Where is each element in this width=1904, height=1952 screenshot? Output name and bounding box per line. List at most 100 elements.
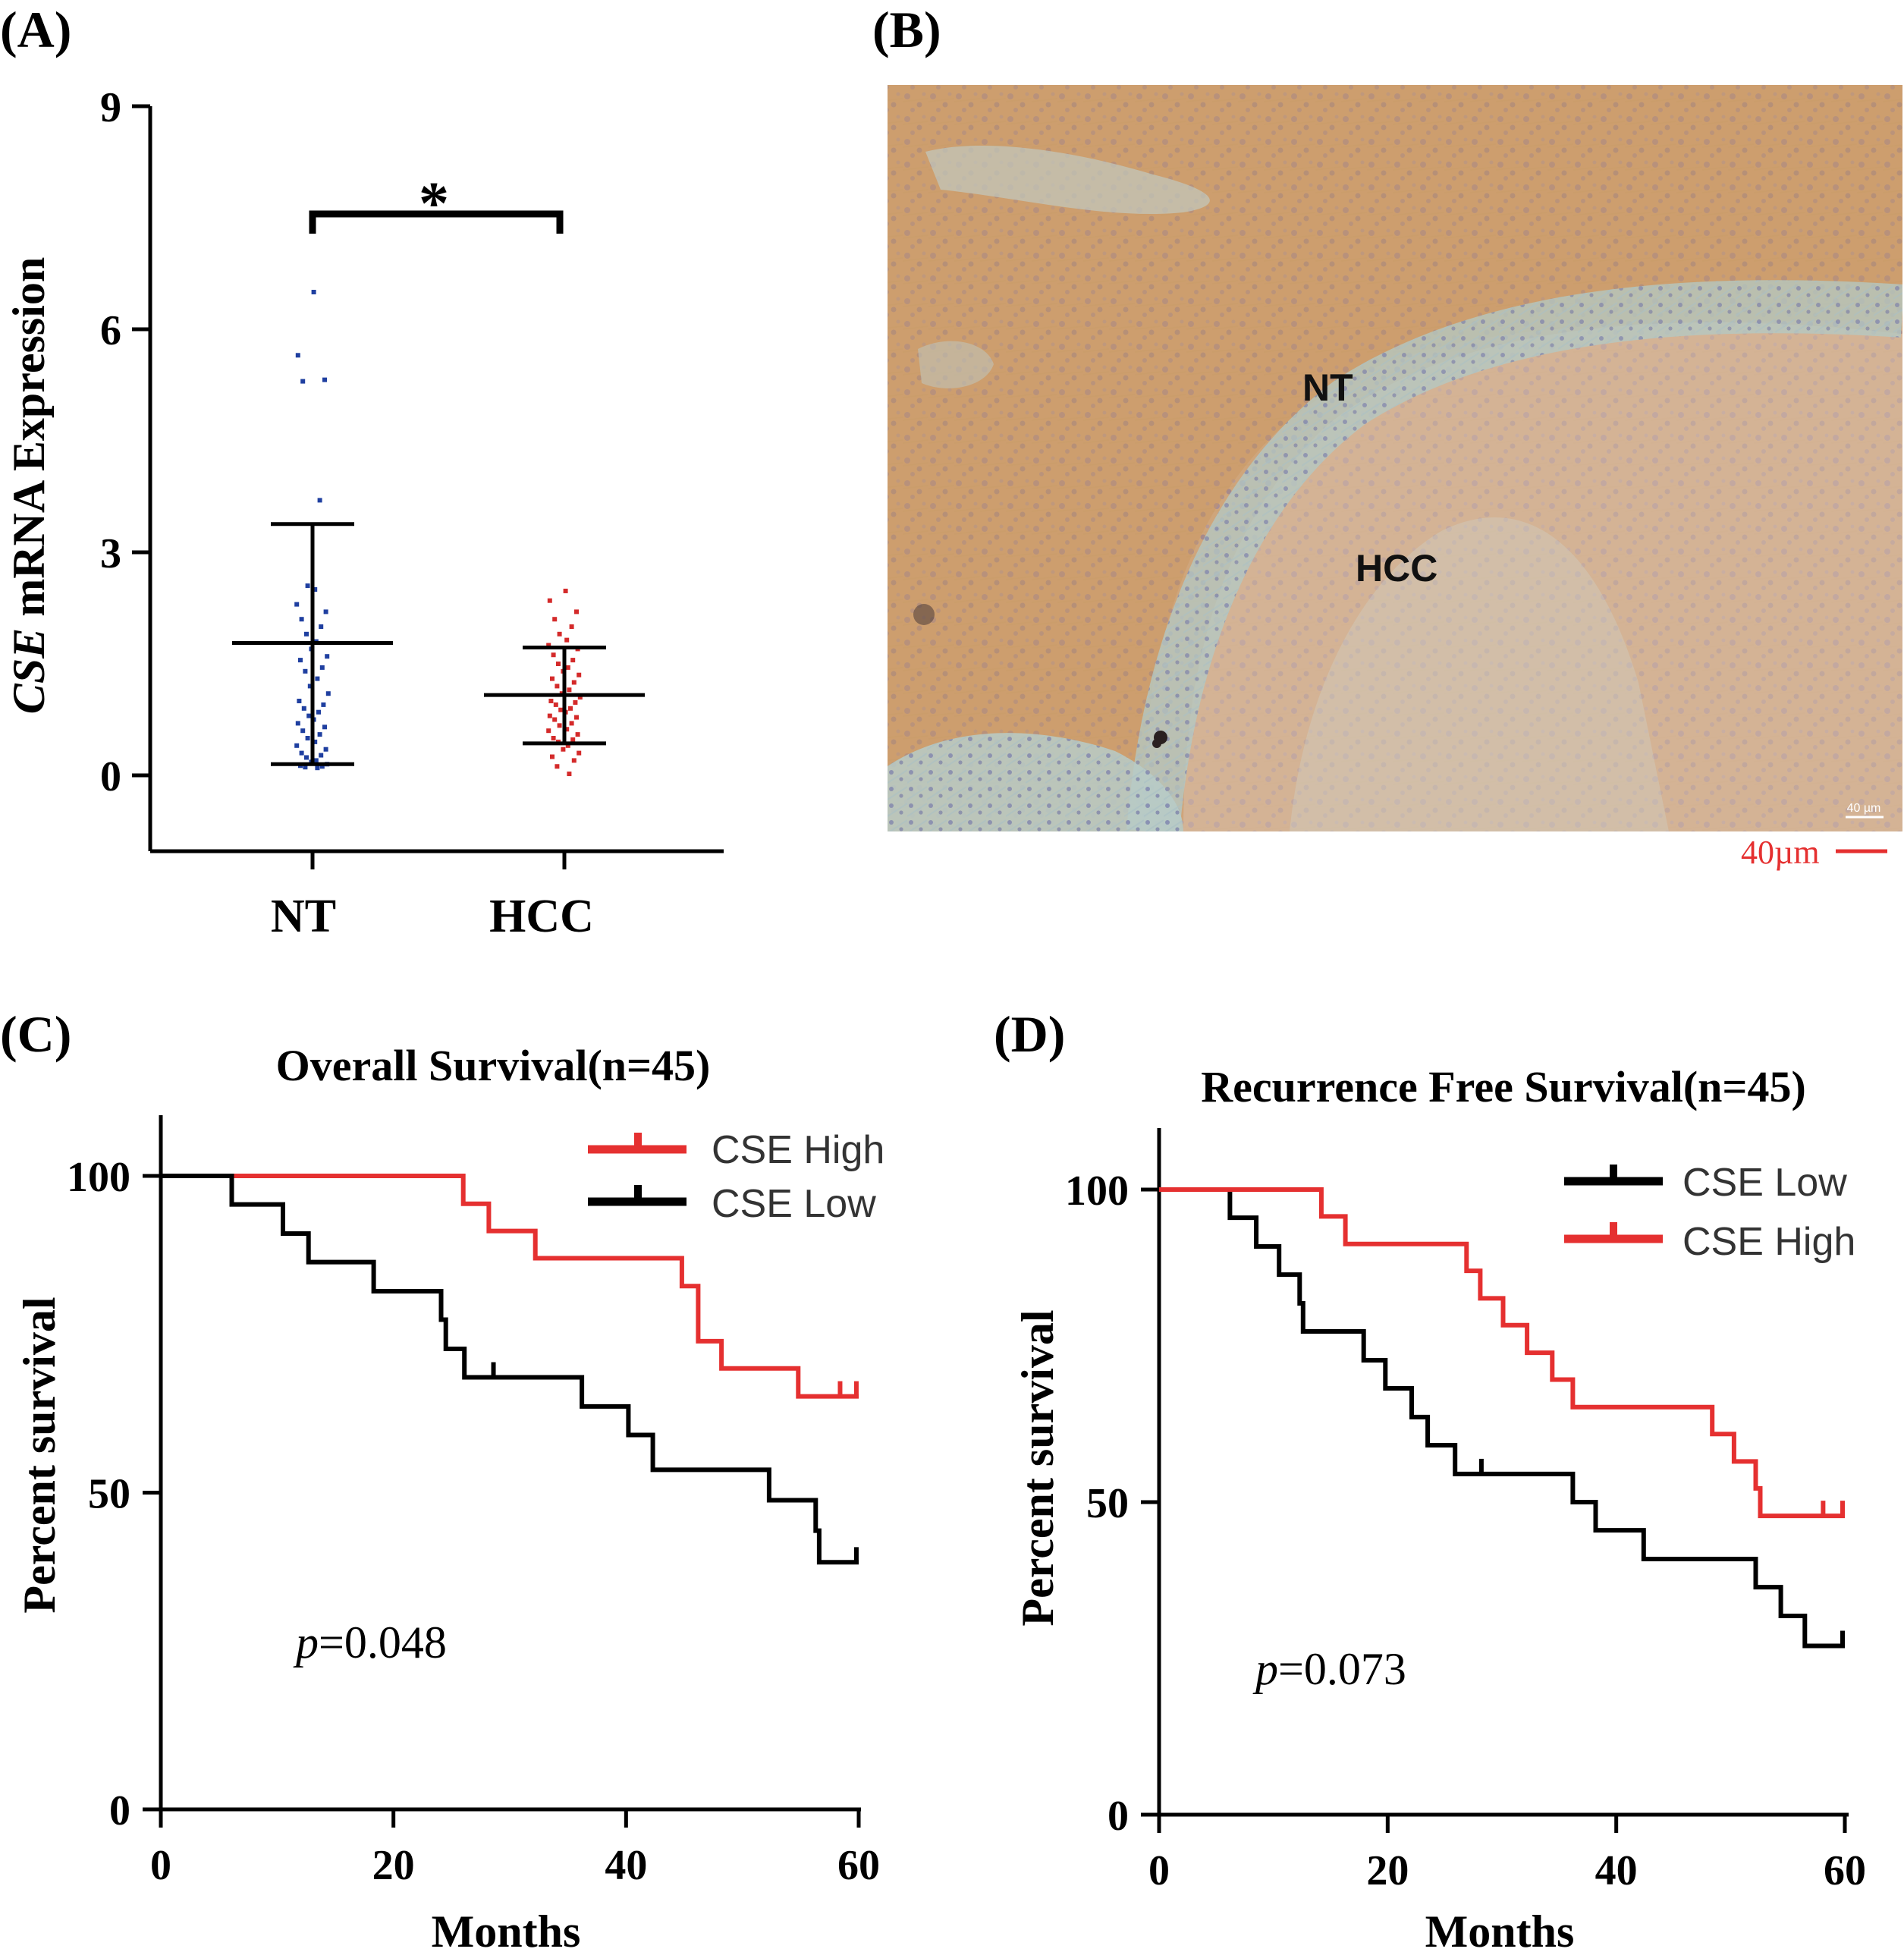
data-point bbox=[305, 736, 310, 740]
y-tick-label: 9 bbox=[100, 84, 121, 131]
inset-scale-text: 40 µm bbox=[1847, 802, 1881, 815]
survival-curves bbox=[161, 1174, 859, 1565]
data-point bbox=[299, 617, 304, 622]
p-value: p=0.048 bbox=[293, 1617, 447, 1668]
data-point bbox=[557, 723, 562, 728]
data-point bbox=[577, 672, 582, 677]
data-point bbox=[303, 765, 308, 770]
data-point bbox=[295, 353, 300, 358]
data-point bbox=[570, 737, 576, 742]
data-points bbox=[294, 290, 583, 777]
data-point bbox=[553, 702, 558, 707]
data-point bbox=[564, 637, 570, 643]
data-point bbox=[295, 721, 300, 726]
data-point bbox=[313, 758, 319, 763]
x-tick-label: 60 bbox=[837, 1842, 880, 1889]
data-point bbox=[321, 702, 326, 707]
data-point bbox=[575, 732, 580, 737]
legend-label-high: CSE High bbox=[712, 1128, 884, 1172]
data-point bbox=[550, 754, 555, 759]
data-point bbox=[564, 727, 570, 732]
x-tick-label: 0 bbox=[150, 1842, 171, 1889]
data-point bbox=[317, 732, 322, 737]
x-tick-label: 60 bbox=[1824, 1847, 1866, 1894]
data-point bbox=[569, 624, 574, 629]
data-point bbox=[298, 658, 303, 663]
y-tick-label: 0 bbox=[1108, 1793, 1129, 1840]
data-point bbox=[558, 707, 564, 712]
data-point bbox=[555, 764, 560, 769]
data-point bbox=[300, 379, 306, 384]
data-point bbox=[294, 743, 300, 748]
chart-d: Percent survival Months p=0.073 0 50 100 0 2… bbox=[1013, 1128, 1866, 1952]
data-point bbox=[567, 687, 572, 693]
y-tick-label: 100 bbox=[1065, 1168, 1129, 1215]
data-point bbox=[301, 706, 306, 711]
legend-label-high: CSE High bbox=[1682, 1220, 1855, 1264]
x-tick-label: 20 bbox=[372, 1842, 415, 1889]
significance-bracket: * bbox=[309, 171, 564, 237]
data-point bbox=[313, 739, 318, 744]
panel-label-d: (D) bbox=[994, 1005, 1065, 1063]
data-point bbox=[322, 725, 327, 730]
y-tick-label: 50 bbox=[88, 1471, 130, 1518]
data-point bbox=[574, 609, 579, 615]
data-point bbox=[315, 765, 320, 771]
y-tick-label: 3 bbox=[100, 530, 121, 577]
data-point bbox=[568, 706, 573, 711]
x-category-label: HCC bbox=[489, 891, 594, 942]
data-point bbox=[323, 747, 328, 752]
survival-curve-cse-high bbox=[1159, 1187, 1845, 1519]
data-point bbox=[319, 624, 324, 629]
data-point bbox=[571, 680, 577, 685]
histology-image: 40 µm bbox=[888, 85, 1902, 831]
scale-bar: 40µm bbox=[1741, 834, 1887, 871]
data-point bbox=[547, 713, 552, 718]
x-axis-title: Months bbox=[432, 1906, 581, 1952]
label-hcc: HCC bbox=[1356, 547, 1437, 589]
survival-curve-cse-low bbox=[1159, 1187, 1845, 1649]
data-point bbox=[313, 587, 318, 592]
data-point bbox=[325, 691, 331, 696]
scale-bar-text: 40µm bbox=[1741, 834, 1820, 871]
data-point bbox=[547, 598, 552, 603]
data-point bbox=[300, 728, 306, 734]
data-point bbox=[546, 643, 551, 648]
x-tick-label: 40 bbox=[605, 1842, 647, 1889]
ticks: 0 50 100 0 20 40 60 bbox=[1065, 1168, 1866, 1894]
y-axis-title: CSE mRNA Expression bbox=[4, 257, 54, 714]
p-value: p=0.073 bbox=[1252, 1644, 1406, 1694]
ticks: 0 50 100 0 20 40 60 bbox=[67, 1154, 880, 1889]
x-tick-label: 40 bbox=[1595, 1847, 1638, 1894]
y-axis-title-rest: mRNA Expression bbox=[4, 257, 54, 628]
y-tick-label: 6 bbox=[100, 307, 121, 354]
data-point bbox=[306, 713, 312, 718]
data-point bbox=[555, 684, 560, 689]
data-point bbox=[304, 755, 309, 760]
panel-label-a: (A) bbox=[0, 1, 71, 58]
y-axis-title: Percent survival bbox=[1013, 1309, 1063, 1626]
data-point bbox=[317, 498, 322, 503]
legend: CSE High CSE Low bbox=[588, 1128, 884, 1226]
data-point bbox=[570, 658, 576, 663]
data-point bbox=[297, 699, 302, 703]
data-point bbox=[307, 684, 313, 689]
panel-c: (C) Overall Survival(n=45) Percent survi… bbox=[0, 1005, 884, 1952]
data-point bbox=[319, 665, 325, 670]
inset-scale-bar: 40 µm bbox=[1846, 802, 1884, 819]
data-point bbox=[551, 736, 556, 740]
legend-label-low: CSE Low bbox=[1682, 1161, 1847, 1205]
data-point bbox=[299, 750, 304, 756]
legend-item-cse-high: CSE High bbox=[588, 1128, 884, 1172]
legend: CSE Low CSE High bbox=[1564, 1161, 1855, 1264]
data-point bbox=[577, 750, 582, 756]
y-ticks: 0 3 6 9 bbox=[100, 84, 150, 800]
data-point bbox=[319, 764, 325, 769]
data-point bbox=[565, 743, 570, 748]
data-point bbox=[565, 665, 570, 670]
data-point bbox=[323, 609, 328, 615]
data-point bbox=[304, 631, 309, 637]
data-point bbox=[567, 772, 572, 777]
data-point bbox=[577, 695, 583, 700]
